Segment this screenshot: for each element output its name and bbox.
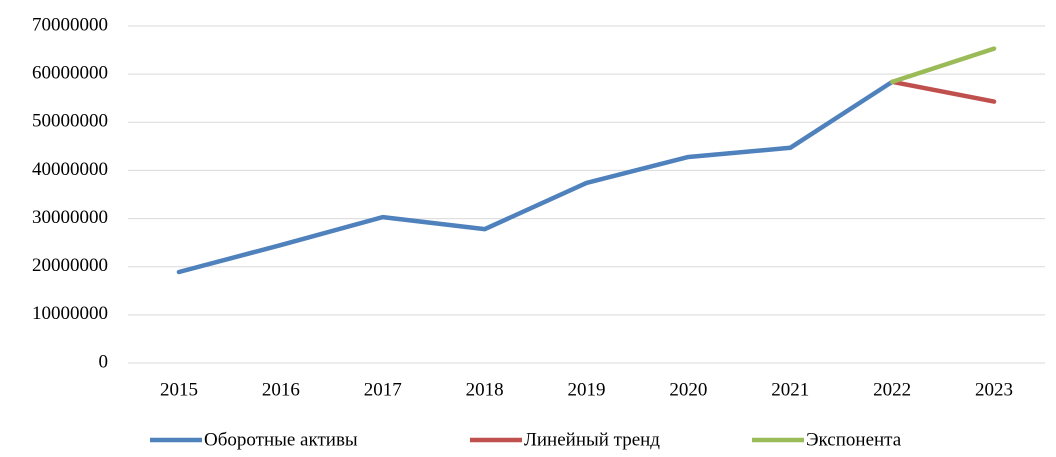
x-tick-label: 2017: [364, 379, 402, 400]
y-tick-label: 10000000: [32, 303, 108, 324]
series-line: [889, 79, 997, 104]
x-tick-label: 2018: [466, 379, 504, 400]
series-line: [889, 46, 997, 85]
y-tick-label: 0: [99, 351, 109, 372]
x-tick-label: 2015: [160, 379, 198, 400]
legend-label: Оборотные активы: [204, 429, 358, 450]
series-line: [176, 79, 895, 275]
y-tick-label: 20000000: [32, 255, 108, 276]
x-tick-label: 2019: [568, 379, 606, 400]
x-tick-label: 2016: [262, 379, 300, 400]
y-tick-label: 50000000: [32, 111, 108, 132]
y-tick-label: 30000000: [32, 207, 108, 228]
x-tick-label: 2021: [771, 379, 809, 400]
y-tick-label: 70000000: [32, 14, 108, 35]
x-tick-label: 2020: [669, 379, 707, 400]
x-tick-label: 2022: [873, 379, 911, 400]
legend-label: Линейный тренд: [524, 429, 660, 450]
y-tick-label: 60000000: [32, 63, 108, 84]
legend-label: Экспонента: [806, 429, 902, 450]
y-tick-label: 40000000: [32, 159, 108, 180]
x-tick-label: 2023: [975, 379, 1013, 400]
